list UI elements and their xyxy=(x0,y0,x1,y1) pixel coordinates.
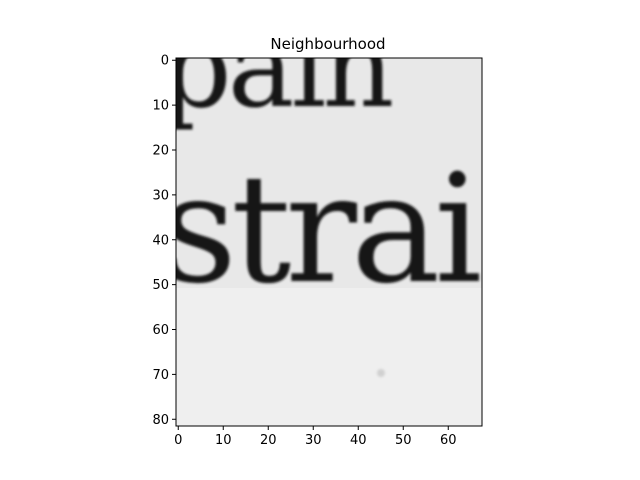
x-tick-label: 40 xyxy=(350,433,367,448)
y-tick-label: 40 xyxy=(152,233,169,248)
y-tick-label: 10 xyxy=(152,99,169,114)
y-tick-label: 20 xyxy=(152,144,169,159)
chart-title: Neighbourhood xyxy=(270,35,385,53)
image-text-line-1: pain xyxy=(160,3,392,133)
x-tick-label: 20 xyxy=(260,433,277,448)
image-speck xyxy=(377,369,385,377)
x-tick-label: 10 xyxy=(215,433,232,448)
y-tick-label: 50 xyxy=(152,278,169,293)
y-axis: 0 10 20 30 40 50 60 70 80 xyxy=(152,54,176,428)
x-tick-label: 50 xyxy=(395,433,412,448)
y-tick-label: 80 xyxy=(152,413,169,428)
y-tick-label: 30 xyxy=(152,188,169,203)
image-text-line-2: strai xyxy=(160,143,479,317)
y-tick-label: 60 xyxy=(152,323,169,338)
y-tick-label: 70 xyxy=(152,368,169,383)
image-area: pain strai xyxy=(160,3,482,426)
y-tick-label: 0 xyxy=(161,54,169,69)
x-tick-label: 30 xyxy=(305,433,322,448)
x-tick-label: 0 xyxy=(174,433,182,448)
x-tick-label: 60 xyxy=(440,433,457,448)
plot-frame xyxy=(175,57,483,427)
x-axis: 0 10 20 30 40 50 60 xyxy=(174,426,457,448)
